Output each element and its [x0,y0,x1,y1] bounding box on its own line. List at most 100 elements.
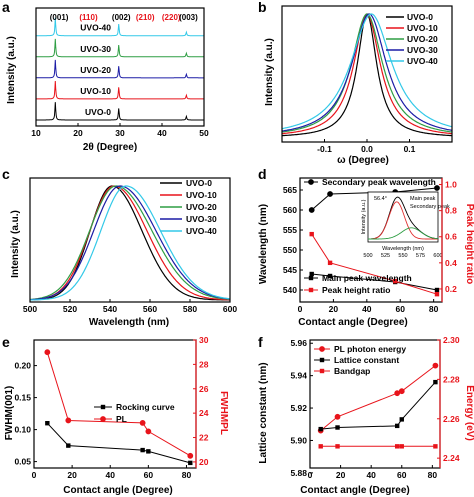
panel-a-peak-annotation: (001) [50,13,69,22]
panel-b-letter: b [258,0,267,15]
panel-f-legend-marker [319,368,325,374]
panel-d-data-point [327,260,333,266]
panel-c-legend-label: UVO-0 [186,178,212,188]
panel-b-series-UVO-40 [281,13,453,130]
panel-d-ytick-label: 565 [283,185,297,195]
panel-d-legend-marker [308,287,314,293]
panel-f-data-point [394,423,400,429]
panel-a-series-UVO-0 [36,102,204,121]
panel-e-data-point [66,443,71,448]
panel-e-data-point [145,428,152,435]
panel-b-series-UVO-20 [281,13,453,133]
panel-e-y2tick-label: 20 [199,457,209,467]
panel-f-xtick-label: 40 [366,470,376,480]
panel-e-xtick-label: 20 [67,470,77,480]
panel-d-data-point [309,271,314,277]
panel-e-legend-marker [100,404,106,410]
plot-layer: UVO-0 UVO-10 UVO-20 UVO-30 UVO-40 (001) (110) (… [14,5,460,480]
panel-d-ytick-label: 545 [283,265,297,275]
panel-e-data-point [188,460,193,466]
panel-d-inset-xtick: 500 [363,253,372,259]
panel-a-series-label: UVO-10 [80,86,111,96]
panel-d-inset-xtick: 550 [398,253,407,259]
panel-f-xtick-label: 60 [397,470,407,480]
panel-b-xlabel: ω (Degree) [337,155,389,166]
panel-f-y2tick-label: 2.24 [443,453,460,463]
panel-b-legend-label: UVO-20 [407,34,438,44]
panel-d-inset-main-peak [367,201,438,240]
panel-f-ytick-label: 5.94 [290,371,307,381]
panel-d-ylabel: Wavelength (nm) [258,204,269,284]
panel-e-xtick-label: 0 [32,470,37,480]
panel-e-y2tick-label: 28 [199,359,209,369]
panel-f-series-line [320,381,436,430]
panel-d-ytick-label: 540 [283,285,297,295]
panel-d-inset-xtick: 525 [381,253,390,259]
panel-b-series-UVO-30 [281,13,453,132]
panel-f-legend-label: Bandgap [334,366,370,376]
panel-d-y2tick-label: 0.2 [445,284,457,294]
panel-e-ylabel2: FWHMPL [218,391,229,435]
panel-f-data-point [433,379,438,385]
panel-f-data-point [399,444,404,449]
panel-d-y2tick-label: 0.8 [445,206,457,216]
panel-c-series-UVO-0 [30,185,231,301]
panel-c-frame [29,177,231,303]
panel-a-peak-annotation: (110) [79,13,98,22]
panel-a-series-label: UVO-20 [80,65,111,75]
panel-e-legend-marker [100,416,106,422]
panel-d-ylabel2: Peak height ratio [464,204,474,285]
panel-f-ytick-label: 5.88 [290,468,307,478]
panel-d-legend-label: Secondary peak wavelength [322,177,436,187]
panel-e-y2tick-label: 26 [199,384,209,394]
panel-c-series-UVO-40 [30,185,231,301]
panel-e-xlabel: Contact angle (Degree) [63,485,172,496]
panel-a-series-label: UVO-30 [80,44,111,54]
panel-d-inset-xtick: 600 [433,253,442,259]
panel-c-series-UVO-10 [30,185,231,301]
panel-a-peak-annotation: (002) [112,13,131,22]
panel-c-legend-label: UVO-20 [186,202,217,212]
panel-f-y2tick-label: 2.26 [443,414,460,424]
panel-a-xtick-label: 20 [73,128,83,138]
panel-d-data-point [327,191,333,197]
panel-a-peak-annotation: (003) [179,13,198,22]
panel-e-ytick-label: 0.20 [14,361,31,371]
panel-f-data-point [394,390,401,397]
panel-e-xtick-label: 40 [106,470,116,480]
panel-f-ytick-label: 5.90 [290,435,307,445]
panel-f-legend-label: PL photon energy [334,344,406,354]
panel-c-letter: c [2,166,10,182]
panel-a-series-label: UVO-40 [80,23,111,33]
panel-c-xtick-label: 540 [103,304,117,314]
panel-b-xtick-label: -0.1 [317,144,332,154]
panel-a-series-UVO-20 [36,59,204,79]
panel-d-ytick-label: 560 [283,205,297,215]
panel-f-ylabel: Lattice constant (nm) [258,362,269,463]
panel-f-legend-marker [319,346,325,352]
panel-c-xlabel: Wavelength (nm) [89,317,169,328]
panel-f-data-point [433,444,438,449]
panel-c-xtick-label: 600 [223,304,237,314]
panel-e-xtick-label: 60 [144,470,154,480]
panel-b-legend-label: UVO-0 [407,12,433,22]
panel-d-ytick-label: 550 [283,245,297,255]
panel-a-xtick-label: 50 [199,128,209,138]
panel-f-y2tick-label: 2.28 [443,374,460,384]
panel-a-series-UVO-30 [36,38,204,58]
panel-d-xtick-label: 80 [429,304,439,314]
panel-b-xtick-label: 0.0 [361,144,373,154]
panel-f-letter: f [258,334,263,350]
panel-d-y2tick-label: 1.0 [445,180,457,190]
panel-d-series-line [311,233,438,295]
panel-e-data-point [140,447,145,453]
panel-e-data-point [146,449,151,454]
panel-d-legend-label: Peak height ratio [322,285,391,295]
panel-f-xtick-label: 80 [428,470,438,480]
panel-f-data-point [398,388,405,395]
panel-d-legend-marker [308,275,314,281]
panel-c-ylabel: Intensity (a.u.) [10,210,21,278]
panel-d-data-point [434,291,440,297]
panel-c-xtick-label: 500 [23,304,37,314]
panel-d-inset-angle: 56.4° [374,196,387,202]
